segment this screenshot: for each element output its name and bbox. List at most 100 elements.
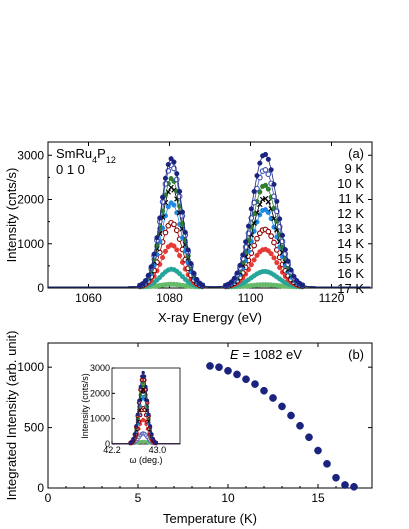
sample-label-subscript: 12: [106, 155, 116, 165]
data-point: [251, 242, 257, 249]
data-point: [151, 251, 157, 257]
data-point: [194, 276, 200, 282]
series-9K: [48, 151, 371, 289]
data-point: [242, 375, 250, 384]
data-point: [140, 281, 146, 287]
data-point: [271, 255, 277, 261]
legend-entry: 16 K: [337, 266, 364, 281]
reflection-label: 0 1 0: [56, 162, 85, 177]
data-point: [171, 202, 177, 208]
data-point: [248, 262, 254, 268]
inset-data-point: [138, 384, 143, 389]
inset-y-tick-label: 3000: [90, 363, 110, 373]
fit-curve: [48, 222, 371, 288]
data-point: [173, 227, 180, 234]
data-point: [277, 216, 283, 222]
data-point: [248, 206, 254, 212]
data-point: [240, 252, 246, 258]
inset-data-point: [147, 412, 151, 417]
legend-entry: 15 K: [337, 251, 364, 266]
data-point: [231, 275, 237, 281]
fit-curve: [48, 153, 371, 288]
data-point: [265, 171, 272, 178]
data-point: [160, 254, 166, 261]
data-point: [260, 386, 268, 395]
data-point: [251, 380, 259, 388]
fit-curve: [48, 178, 371, 288]
data-point: [228, 279, 235, 285]
energy-label-var: E: [230, 347, 239, 362]
data-point: [234, 270, 240, 276]
data-point: [254, 252, 260, 258]
data-point: [162, 229, 169, 236]
data-point: [160, 194, 166, 200]
data-point: [265, 186, 271, 192]
inset-data-point: [151, 437, 155, 441]
legend-entry: 9 K: [344, 161, 364, 176]
data-point-b: [262, 195, 269, 202]
inset-y-tick-label: 0: [105, 439, 110, 449]
data-point: [314, 446, 322, 455]
data-point: [159, 198, 166, 205]
data-point-b: [171, 187, 177, 193]
panel-b: 0 5 10 15 0 500 1000 Temperature (K) Integrated …: [4, 331, 373, 526]
legend-entry: 11 K: [338, 191, 364, 206]
data-point: [291, 273, 297, 279]
data-point: [271, 239, 277, 246]
data-point: [165, 204, 171, 210]
data-point: [245, 223, 252, 229]
data-point: [199, 282, 205, 288]
legend-entry: 13 K: [337, 221, 364, 236]
data-point: [143, 278, 149, 284]
data-point: [271, 181, 277, 187]
data-point: [288, 267, 294, 273]
data-point: [254, 235, 260, 242]
inset-data-point: [149, 432, 154, 436]
data-point: [145, 272, 151, 278]
data-point-b: [168, 184, 174, 191]
inset-data-point: [141, 370, 145, 375]
inset-data-point: [145, 398, 150, 403]
data-point: [254, 173, 260, 179]
sample-label-subscript: 4: [92, 155, 97, 165]
data-point: [171, 221, 177, 228]
y-tick-label: 1000: [17, 237, 44, 251]
data-point: [268, 167, 274, 173]
legend-entry: 17 K: [337, 281, 364, 296]
sample-label-text: SmRu: [56, 146, 92, 161]
x-tick-label: 1100: [238, 291, 264, 305]
fit-curve: [48, 164, 371, 288]
data-point: [265, 228, 272, 235]
inset-data-point: [142, 407, 147, 412]
y-tick-label: 2000: [17, 193, 44, 207]
data-point: [287, 411, 295, 420]
data-point: [171, 159, 177, 165]
panel-a: 1060 1080 1100 1120 0 1000 2000 3000 X-ray Energ…: [4, 141, 373, 325]
data-point: [323, 459, 331, 468]
inset-data-point: [141, 394, 145, 399]
data-point: [305, 433, 313, 442]
data-point: [157, 215, 163, 221]
inset-data-point: [142, 374, 147, 379]
y-tick-label: 1000: [17, 360, 44, 374]
data-point: [332, 473, 340, 482]
fit-curve: [48, 268, 371, 288]
data-point: [269, 394, 277, 402]
data-point: [182, 229, 188, 235]
fit-curve: [48, 202, 371, 288]
x-axis-label: Temperature (K): [163, 511, 257, 526]
data-point: [262, 167, 269, 173]
panel-label: (a): [348, 146, 364, 161]
inset-data-point: [142, 377, 147, 383]
data-point: [296, 421, 304, 430]
data-point: [224, 366, 232, 375]
y-tick-label: 0: [37, 481, 44, 495]
inset-data-point: [154, 440, 158, 445]
data-point-b: [265, 199, 272, 205]
data-point: [191, 270, 197, 276]
data-point-b: [257, 201, 263, 208]
data-point: [188, 261, 194, 267]
inset-data-point: [137, 404, 141, 409]
data-point: [171, 243, 177, 249]
